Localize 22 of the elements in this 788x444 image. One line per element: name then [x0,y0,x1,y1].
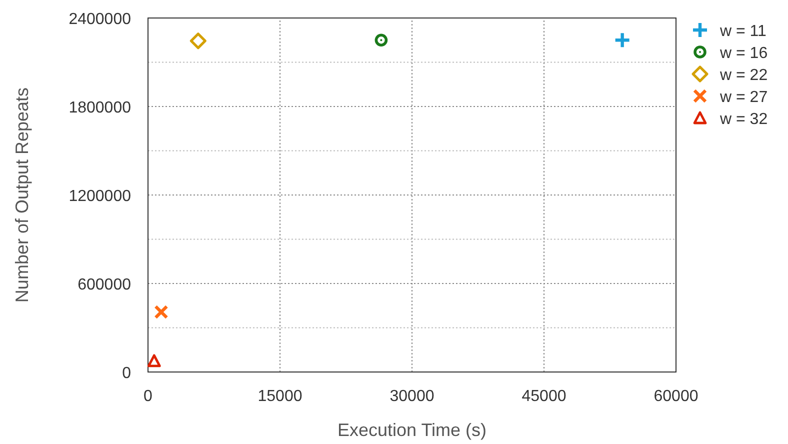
legend-label: w = 32 [719,111,768,128]
x-tick-label: 0 [144,388,153,405]
x-tick-label: 15000 [258,388,302,405]
point [154,304,168,320]
y-tick-label: 1800000 [68,100,132,116]
point [190,32,206,50]
y-axis-title: Number of Output Repeats [12,87,32,303]
y-tick-label: 2400000 [68,11,132,28]
x-axis-title: Execution Time (s) [337,420,487,440]
point [147,354,161,368]
legend-label: w = 11 [719,23,766,40]
x-tick-label: 60000 [654,388,698,405]
y-tick-label: 0 [122,365,132,382]
legend-label: w = 16 [719,45,768,62]
x-tick-label: 30000 [390,388,434,405]
y-tick-label: 1200000 [68,188,132,205]
y-tick-label: 600000 [78,276,132,294]
point [614,32,631,49]
legend-label: w = 22 [719,67,768,84]
point [374,34,388,47]
legend-label: w = 27 [719,89,768,106]
x-tick-label: 45000 [522,388,566,405]
